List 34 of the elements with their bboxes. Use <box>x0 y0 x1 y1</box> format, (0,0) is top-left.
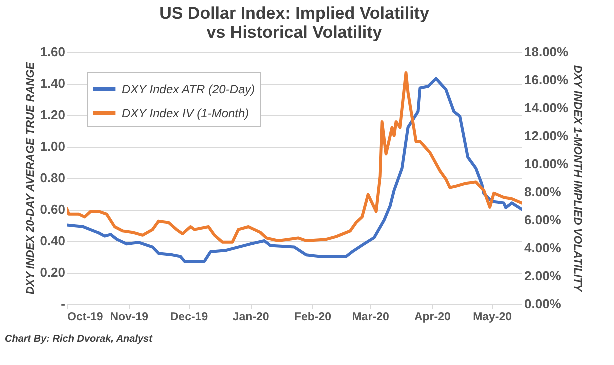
x-tick-label: Oct-19 <box>68 312 104 324</box>
x-tick-label: Jan-20 <box>232 312 270 324</box>
x-tick-label: Apr-20 <box>414 312 451 324</box>
x-tick-label: Nov-19 <box>110 312 149 324</box>
y-tick-label: 0.20 <box>40 265 66 280</box>
text: Chart By: Rich Dvorak, Analyst <box>5 334 154 345</box>
y2-tick-label: 8.00% <box>524 184 562 200</box>
y-tick-label: 0.40 <box>40 234 66 248</box>
y2-tick-label: 14.00% <box>524 100 570 116</box>
y2-axis-title: DXY INDEX 1-MONTH IMPLIED VOLATILITY <box>572 65 584 294</box>
x-tick-label: Feb-20 <box>294 312 332 324</box>
y-tick-label: 1.00 <box>40 139 66 154</box>
legend-label: DXY Index ATR (20-Day) <box>122 82 256 96</box>
y2-tick-label: 16.00% <box>524 72 570 88</box>
x-tick-label: Dec-19 <box>170 312 208 324</box>
y2-tick-label: 12.00% <box>524 128 570 144</box>
y2-tick-label: 6.00% <box>524 212 562 228</box>
y2-tick-label: 2.00% <box>524 268 562 284</box>
y-tick-label: - <box>61 296 66 312</box>
y-axis-title: DXY INDEX 20-DAY AVERAGE TRUE RANGE <box>25 62 38 295</box>
x-tick-label: Mar-20 <box>352 312 390 324</box>
text: vs Historical Volatility <box>206 23 382 42</box>
y-tick-label: 1.20 <box>40 108 66 122</box>
x-tick-label: May-20 <box>473 312 512 324</box>
text: US Dollar Index: Implied Volatility <box>160 4 430 23</box>
y-tick-label: 0.60 <box>40 202 66 217</box>
y-tick-label: 0.80 <box>40 170 66 186</box>
legend-label: DXY Index IV (1-Month) <box>122 106 250 120</box>
y2-tick-label: 4.00% <box>524 240 562 256</box>
y-tick-label: 1.40 <box>40 76 66 91</box>
y-tick-label: 1.60 <box>40 44 66 60</box>
y2-tick-label: 10.00% <box>524 156 570 172</box>
y2-tick-label: 18.00% <box>524 44 570 60</box>
y2-tick-label: 0.00% <box>524 296 562 312</box>
